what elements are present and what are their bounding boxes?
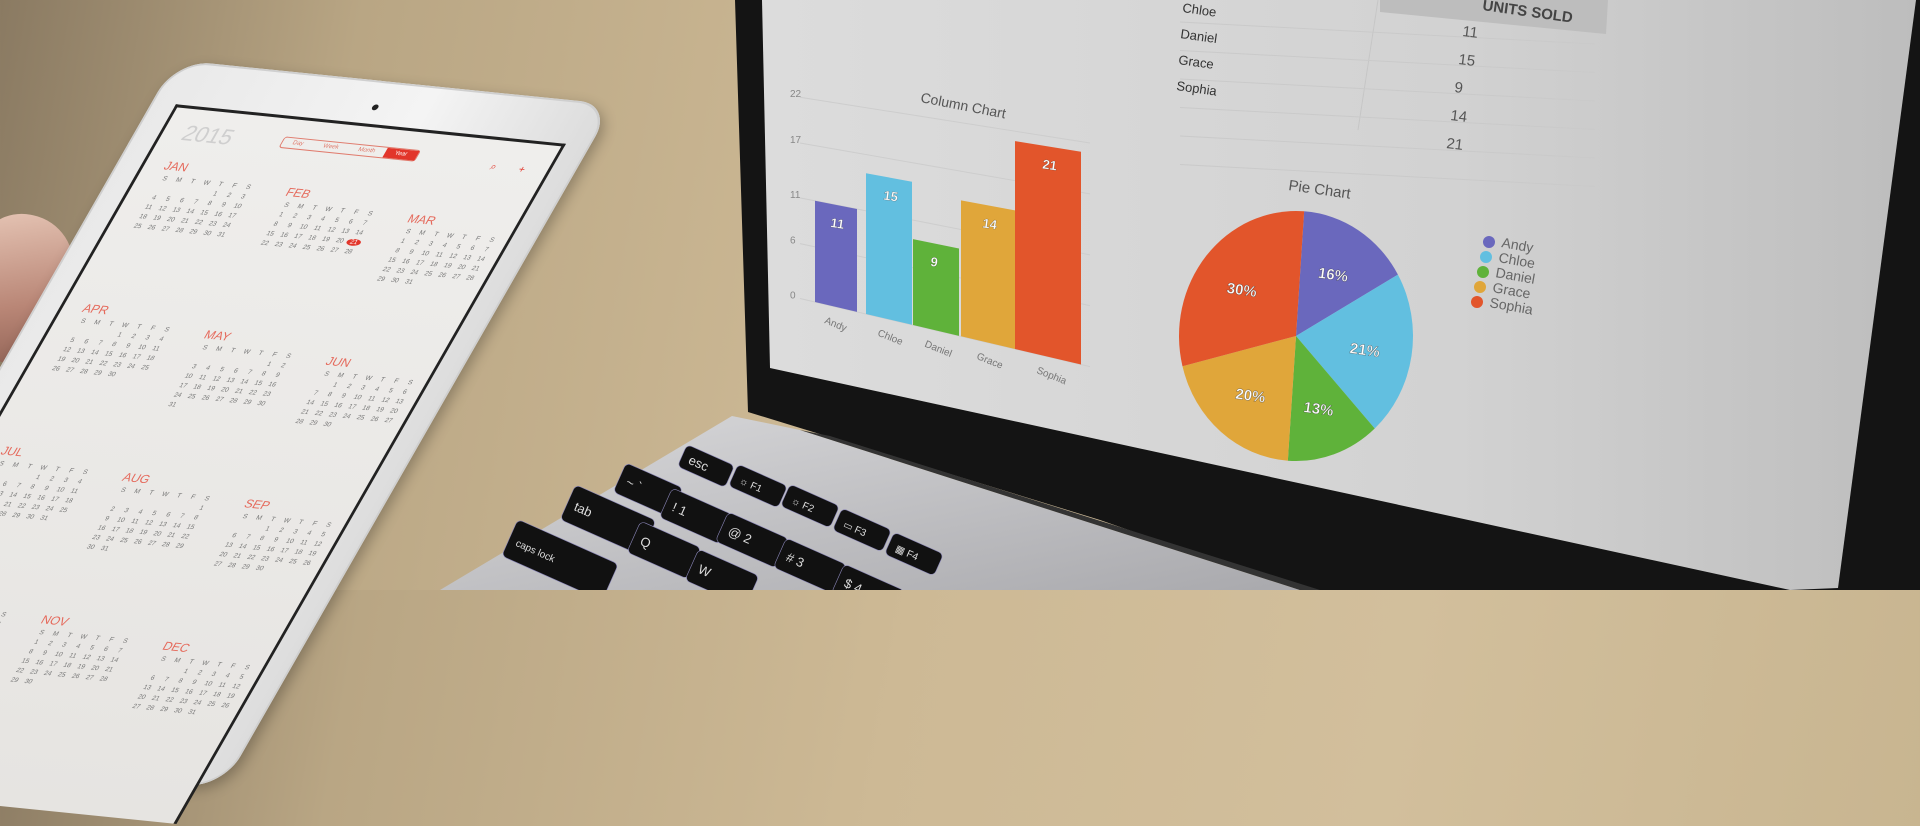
day[interactable]: 19 [225, 692, 237, 700]
table-name-cell: Sophia [1176, 78, 1219, 99]
pie-slice-label: 13% [1302, 399, 1334, 420]
bar-chloe [866, 173, 912, 325]
table-row-line [1179, 78, 1596, 102]
hinge [800, 430, 1320, 590]
y-tick-label: 6 [790, 236, 796, 247]
key--4[interactable]: $ 4 [831, 564, 904, 590]
day[interactable]: 21 [103, 666, 115, 674]
day[interactable]: 5 [237, 673, 246, 681]
y-tick-label: 0 [790, 290, 796, 301]
pie-slice-label: 20% [1234, 386, 1266, 407]
pie-slice-andy [1296, 211, 1398, 336]
legend-label: Sophia [1488, 294, 1534, 317]
table-row-line [1179, 50, 1596, 73]
table-value-cell: 21 [1446, 135, 1465, 154]
day[interactable]: 12 [230, 683, 242, 691]
bar-value-label: 15 [883, 188, 899, 205]
day[interactable]: 10 [0, 630, 1, 638]
day[interactable]: 3 [0, 620, 7, 628]
bar-value-label: 9 [930, 254, 939, 270]
pie-slice-label: 30% [1226, 280, 1258, 301]
legend-label: Grace [1491, 279, 1532, 301]
table-row-line [1179, 21, 1596, 45]
pie-slice-chloe [1296, 274, 1413, 429]
legend-swatch [1480, 251, 1492, 263]
table-name-cell: Daniel [1180, 26, 1219, 46]
pie-slice-daniel [1287, 336, 1375, 462]
key-w[interactable]: W [685, 549, 759, 590]
y-tick-label: 22 [790, 89, 802, 100]
y-tick-label: 17 [790, 135, 802, 146]
key-label: tab [572, 499, 595, 520]
day[interactable]: 30 [22, 678, 34, 686]
pie-slice-label: 21% [1349, 340, 1381, 361]
table-value-cell: 11 [1462, 23, 1480, 42]
bar-value-label: 11 [830, 215, 846, 232]
pie-slice-grace [1182, 336, 1296, 461]
weekday-initial: S [121, 637, 130, 645]
table-value-cell: 15 [1458, 51, 1477, 70]
legend-swatch [1483, 236, 1495, 248]
weekday-initial: S [0, 611, 8, 619]
bar-andy [815, 200, 857, 312]
key--f2[interactable]: ☼ F2 [780, 484, 839, 528]
key-label: ! 1 [670, 499, 689, 519]
table-divider [1357, 0, 1379, 131]
day[interactable]: 28 [97, 675, 109, 684]
table-row-line [1179, 135, 1596, 159]
day[interactable]: 7 [116, 647, 124, 655]
key-label: # 3 [784, 549, 807, 570]
key-label: ~ ` [624, 474, 644, 494]
key-tab[interactable]: tab [560, 485, 656, 556]
table-name-cell: Chloe [1182, 0, 1218, 20]
pie-slice-sophia [1179, 210, 1305, 367]
bar-sophia [1015, 141, 1081, 365]
pie-slice-label: 16% [1317, 265, 1349, 286]
day[interactable]: 31 [186, 708, 198, 717]
weekday-initial: S [242, 664, 251, 672]
key--3[interactable]: # 3 [773, 538, 846, 590]
table-name-cell: Grace [1178, 52, 1215, 72]
key-caps-lock[interactable]: caps lock [502, 519, 619, 590]
legend-swatch [1474, 281, 1486, 293]
table-row-line [1179, 164, 1596, 187]
key--f3[interactable]: ▭ F3 [832, 508, 891, 552]
bar-value-label: 21 [1042, 157, 1058, 174]
month-dec[interactable]: DEC S M T W T F S 1 2 3 4 5 6 7 8 9 10 11 12 13 14 15 16 17 18 19 2… [127, 639, 277, 720]
bar-daniel [913, 239, 959, 336]
table-value-cell: 14 [1450, 107, 1469, 126]
legend-label: Daniel [1494, 264, 1536, 287]
key-esc[interactable]: esc [677, 444, 734, 487]
day[interactable]: 26 [219, 702, 231, 710]
legend-label: Andy [1500, 234, 1534, 255]
bar-value-label: 14 [982, 215, 999, 232]
gridline [799, 96, 1091, 144]
day[interactable]: 14 [108, 656, 120, 665]
key--f1[interactable]: ☼ F1 [728, 464, 787, 508]
table-row-line [1179, 107, 1596, 130]
legend-label: Chloe [1497, 249, 1536, 271]
legend-swatch [1477, 266, 1489, 278]
table-value-cell: 9 [1454, 79, 1464, 97]
table-header-bg [1380, 0, 1608, 34]
bar-grace [961, 200, 1015, 349]
y-tick-label: 11 [790, 190, 801, 201]
month-nov[interactable]: NOV S M T W T F S 1 2 3 4 5 6 7 8 9 10 11 12 13 14 15 16 17 18 19 2… [6, 613, 156, 694]
key--[interactable]: ~ ` [613, 463, 683, 517]
legend-swatch [1471, 296, 1483, 308]
pie: 16% 21% 13% 20% 30% [1179, 210, 1413, 462]
key--f4[interactable]: ▦ F4 [884, 532, 943, 576]
